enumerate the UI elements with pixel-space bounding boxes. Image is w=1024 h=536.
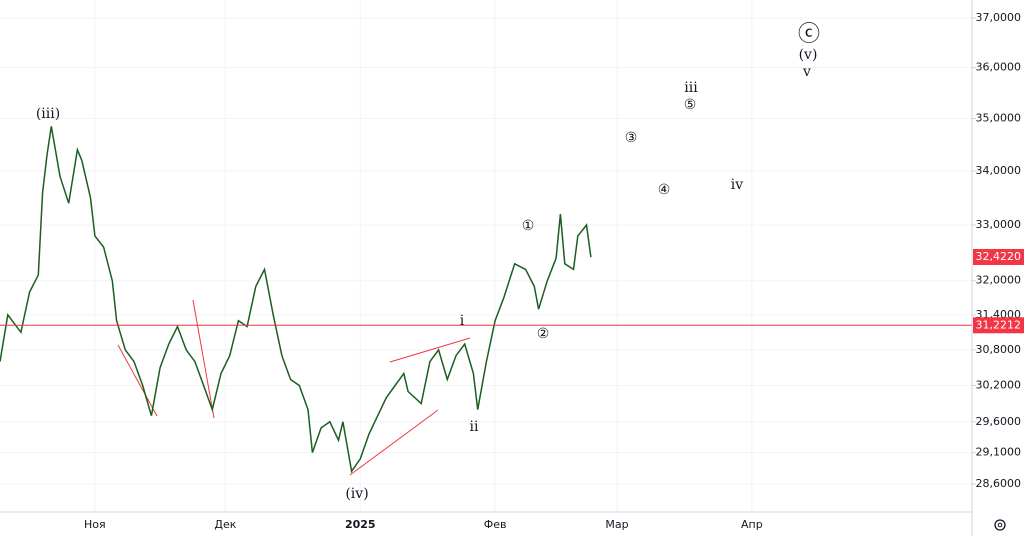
y-tick-label: 35,0000	[976, 112, 1022, 125]
trendline	[192, 299, 215, 419]
y-tick-label: 30,2000	[976, 378, 1022, 391]
price-line	[0, 126, 592, 474]
price-tag-label: 32,4220	[976, 250, 1022, 263]
settings-button[interactable]	[994, 519, 1006, 531]
price-tag-label: 31,2212	[976, 318, 1022, 331]
wave-label: ②	[537, 326, 550, 342]
wave-label: iv	[731, 177, 743, 193]
price-tag	[973, 248, 1024, 265]
trendline	[389, 337, 471, 363]
x-tick-label: Апр	[741, 518, 763, 531]
trendline	[117, 344, 158, 417]
wave-label: ④	[658, 182, 671, 198]
wave-label: ⑤	[684, 97, 697, 113]
settings-icon[interactable]	[994, 519, 1006, 531]
wave-label: iii	[684, 80, 698, 96]
y-tick-label: 29,1000	[976, 446, 1022, 459]
y-tick-label: 32,0000	[976, 274, 1022, 287]
y-tick-label: 37,0000	[976, 11, 1022, 24]
y-tick-label: 29,6000	[976, 415, 1022, 428]
trendlines	[117, 299, 471, 476]
price-tag	[973, 317, 1024, 334]
x-tick-label: 2025	[345, 518, 376, 531]
wave-label: ⓒ	[798, 22, 820, 47]
y-tick-label: 30,8000	[976, 343, 1022, 356]
x-tick-label: Фев	[484, 518, 507, 531]
plot	[0, 126, 972, 474]
wave-label: ①	[522, 218, 535, 234]
x-tick-label: Дек	[214, 518, 236, 531]
wave-label: i	[460, 313, 465, 329]
y-tick-label: 28,6000	[976, 477, 1022, 490]
y-tick-label: 34,0000	[976, 164, 1022, 177]
wave-label: v	[802, 64, 811, 80]
y-tick-label: 36,0000	[976, 61, 1022, 74]
settings-icon-center[interactable]	[997, 522, 1003, 528]
wave-label: (iv)	[345, 486, 368, 502]
x-tick-label: Ноя	[84, 518, 106, 531]
x-tick-label: Мар	[605, 518, 628, 531]
grid	[0, 0, 972, 512]
wave-label: (iii)	[36, 106, 60, 122]
wave-label: (v)	[799, 47, 818, 63]
wave-label: ii	[470, 419, 479, 435]
trendline	[349, 409, 439, 476]
y-tick-label: 33,0000	[976, 218, 1022, 231]
wave-label: ③	[625, 130, 638, 146]
